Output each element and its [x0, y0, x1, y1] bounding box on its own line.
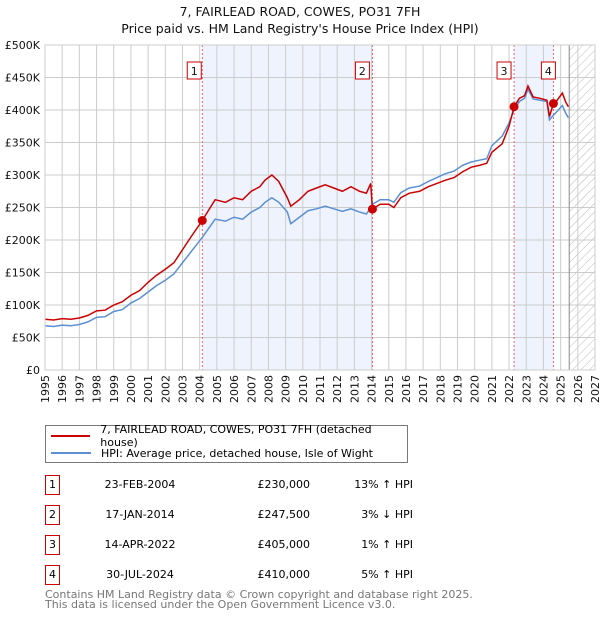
sale-point — [197, 216, 207, 225]
transaction-price: £230,000 — [257, 478, 311, 491]
x-tick-label: 2020 — [469, 375, 482, 403]
transaction-hpi-diff: 5% ↑ HPI — [361, 568, 413, 581]
sale-marker-label: 3 — [501, 65, 508, 78]
y-tick-label: £100K — [5, 299, 41, 312]
y-tick-label: £450K — [5, 72, 41, 85]
x-tick-label: 2012 — [331, 375, 344, 403]
y-tick-label: £0 — [26, 364, 40, 377]
legend-swatch — [51, 452, 91, 454]
x-tick-label: 1995 — [39, 375, 52, 403]
x-tick-label: 1997 — [73, 375, 86, 403]
legend-item-property: 7, FAIRLEAD ROAD, COWES, PO31 7FH (detac… — [51, 423, 407, 449]
x-tick-label: 2023 — [520, 375, 533, 403]
y-tick-label: £200K — [5, 234, 41, 247]
x-tick-label: 2001 — [142, 375, 155, 403]
y-tick-label: £400K — [5, 104, 41, 117]
sale-point — [509, 102, 519, 112]
price-chart: 1995 1996 1997 1998 1999 2000 2001 2002 2003 2004… — [5, 39, 600, 403]
y-tick-label: £500K — [5, 39, 41, 52]
sale-marker-box — [186, 61, 202, 80]
transaction-marker: 1 — [45, 475, 60, 495]
transaction-row: 1 23-FEB-2004 £230,000 13% ↑ HPI — [45, 475, 465, 495]
x-tick-label: 2005 — [211, 375, 224, 403]
plot-frame — [44, 44, 596, 371]
x-tick-label: 2018 — [434, 375, 447, 403]
y-tick-label: £50K — [12, 332, 41, 345]
x-tick-label: 2022 — [503, 375, 516, 403]
transaction-row: 3 14-APR-2022 £405,000 1% ↑ HPI — [45, 535, 465, 555]
x-tick-label: 1996 — [56, 375, 69, 403]
x-tick-label: 2009 — [280, 375, 293, 403]
x-tick-label: 2015 — [383, 375, 396, 403]
x-tick-label: 2027 — [589, 375, 600, 403]
x-tick-label: 2000 — [125, 375, 138, 403]
x-tick-label: 2019 — [452, 375, 465, 403]
x-tick-label: 2002 — [159, 375, 172, 403]
x-tick-label: 2010 — [297, 375, 310, 403]
sale-marker-label: 4 — [545, 65, 552, 78]
footer-line: This data is licensed under the Open Gov… — [45, 598, 396, 611]
sale-marker-label: 1 — [191, 65, 198, 78]
x-tick-label: 1998 — [91, 375, 104, 403]
x-tick-label: 2016 — [400, 375, 413, 403]
x-tick-label: 2013 — [348, 375, 361, 403]
transaction-date: 23-FEB-2004 — [104, 478, 176, 491]
footer-line: Contains HM Land Registry data © Crown c… — [45, 588, 473, 601]
sale-marker-box — [354, 61, 370, 80]
chart-title: 7, FAIRLEAD ROAD, COWES, PO31 7FH — [179, 4, 421, 19]
transaction-date: 17-JAN-2014 — [105, 508, 175, 521]
transaction-marker: 4 — [45, 565, 60, 585]
transaction-marker: 3 — [45, 535, 60, 555]
x-tick-label: 2003 — [177, 375, 190, 403]
x-tick-label: 1999 — [108, 375, 121, 403]
y-tick-label: £250K — [5, 202, 41, 215]
x-tick-label: 2007 — [245, 375, 258, 403]
sale-marker-box — [496, 61, 512, 80]
transaction-date: 30-JUL-2024 — [106, 568, 174, 581]
transaction-price: £405,000 — [257, 538, 311, 551]
transaction-hpi-diff: 13% ↑ HPI — [354, 478, 413, 491]
transaction-row: 4 30-JUL-2024 £410,000 5% ↑ HPI — [45, 565, 465, 585]
transaction-price: £410,000 — [257, 568, 311, 581]
x-tick-label: 2008 — [262, 375, 275, 403]
legend: 7, FAIRLEAD ROAD, COWES, PO31 7FH (detac… — [45, 423, 408, 463]
sale-point — [548, 99, 558, 108]
x-tick-label: 2004 — [194, 375, 207, 403]
x-tick-label: 2014 — [366, 375, 379, 403]
y-tick-label: £150K — [5, 267, 41, 280]
x-tick-label: 2011 — [314, 375, 327, 403]
x-tick-label: 2024 — [537, 375, 550, 403]
transaction-date: 14-APR-2022 — [104, 538, 176, 551]
sale-marker-label: 2 — [359, 65, 366, 78]
y-tick-label: £300K — [5, 169, 41, 182]
chart-subtitle: Price paid vs. HM Land Registry's House … — [121, 21, 479, 36]
y-tick-label: £350K — [5, 137, 41, 150]
x-tick-label: 2021 — [486, 375, 499, 403]
transaction-row: 2 17-JAN-2014 £247,500 3% ↓ HPI — [45, 505, 465, 525]
x-tick-label: 2006 — [228, 375, 241, 403]
legend-swatch — [51, 435, 91, 437]
sale-marker-box — [540, 61, 556, 80]
transaction-hpi-diff: 3% ↓ HPI — [361, 508, 413, 521]
x-tick-label: 2017 — [417, 375, 430, 403]
legend-label: HPI: Average price, detached house, Isle… — [101, 446, 373, 460]
x-tick-label: 2025 — [555, 375, 568, 403]
transaction-marker: 2 — [45, 505, 60, 525]
transaction-price: £247,500 — [257, 508, 311, 521]
legend-item-hpi: HPI: Average price, detached house, Isle… — [51, 445, 373, 461]
legend-label: 7, FAIRLEAD ROAD, COWES, PO31 7FH (detac… — [100, 423, 372, 449]
footer: Contains HM Land Registry data © Crown c… — [45, 588, 473, 611]
transaction-hpi-diff: 1% ↑ HPI — [361, 538, 413, 551]
x-tick-label: 2026 — [572, 375, 585, 403]
sale-point — [367, 204, 377, 214]
